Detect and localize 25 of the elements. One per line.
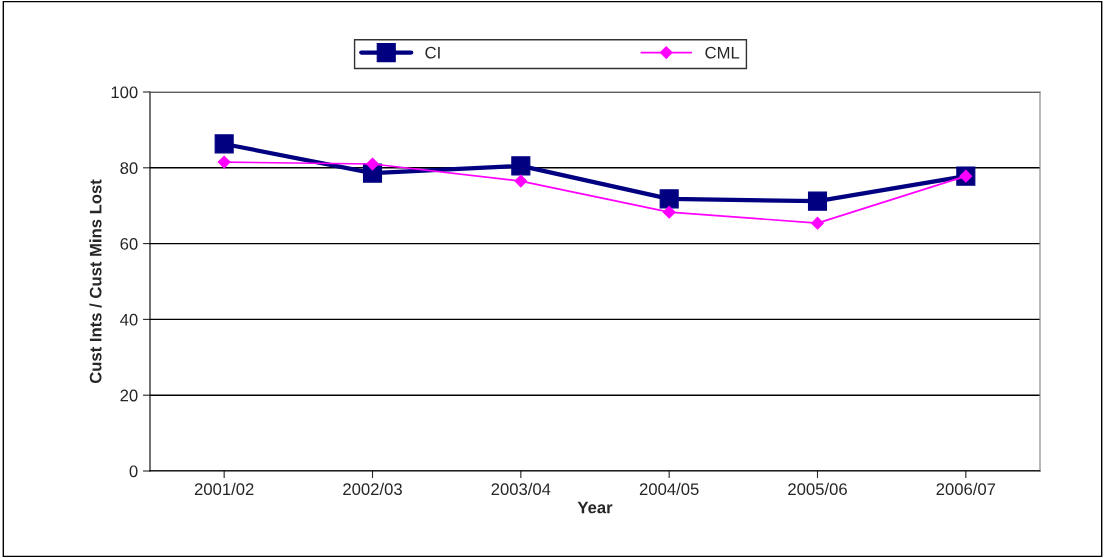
y-tick-label: 0 xyxy=(129,465,138,478)
x-tick-label: 2002/03 xyxy=(343,482,402,496)
x-axis-title: Year xyxy=(577,501,613,514)
point xyxy=(217,155,231,169)
point xyxy=(807,191,828,211)
point xyxy=(811,216,824,230)
y-tick-label: 20 xyxy=(120,389,138,402)
y-tick-label: 80 xyxy=(120,162,138,174)
point xyxy=(662,205,676,219)
y-tick-label: 40 xyxy=(120,313,138,326)
x-tick-label: 2001/02 xyxy=(194,482,254,496)
point xyxy=(366,157,379,171)
legend-label: CI xyxy=(425,46,440,59)
x-tick-label: 2006/07 xyxy=(936,482,996,496)
point xyxy=(659,189,679,209)
y-tick-label: 100 xyxy=(111,86,138,99)
y-tick-label: 60 xyxy=(120,238,138,250)
x-tick-label: 2005/06 xyxy=(788,482,847,496)
point xyxy=(214,134,234,154)
point xyxy=(511,156,531,176)
y-axis-title: Cust Ints / Cust Mins Lost xyxy=(89,179,102,384)
point xyxy=(514,174,528,188)
legend-label: CML xyxy=(705,46,740,59)
x-tick-label: 2003/04 xyxy=(491,482,551,496)
x-tick-label: 2004/05 xyxy=(639,482,699,496)
